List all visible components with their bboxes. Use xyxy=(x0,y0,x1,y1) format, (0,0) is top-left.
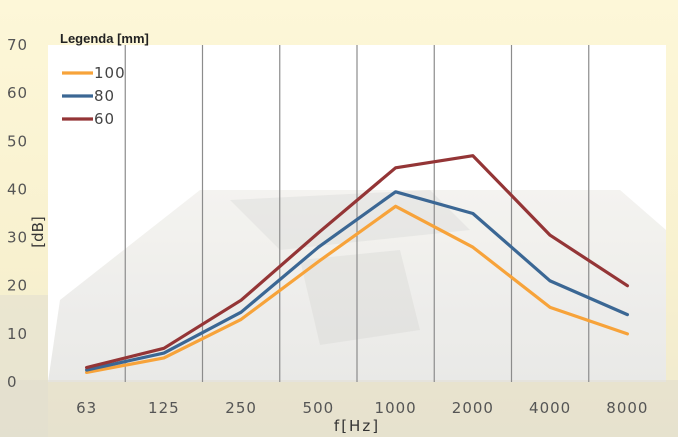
x-axis-title: f[Hz] xyxy=(334,417,380,435)
x-tick-label: 250 xyxy=(225,399,257,417)
y-tick-label: 60 xyxy=(7,84,28,102)
y-tick-label: 20 xyxy=(7,277,28,295)
y-axis-title: [dB] xyxy=(29,216,47,248)
y-tick-label: 70 xyxy=(7,36,28,54)
y-tick-label: 50 xyxy=(7,132,28,150)
x-tick-label: 4000 xyxy=(529,399,571,417)
series-line-60 xyxy=(84,154,630,370)
x-tick-label: 125 xyxy=(148,399,180,417)
y-axis: 0 10 20 30 40 50 60 70 xyxy=(7,36,28,391)
y-tick-label: 0 xyxy=(7,373,18,391)
x-tick-label: 2000 xyxy=(452,399,494,417)
legend-title: Legenda [mm] xyxy=(60,31,149,46)
legend: Legenda [mm] 100 80 60 xyxy=(60,31,149,128)
x-tick-label: 1000 xyxy=(375,399,417,417)
series-line-100 xyxy=(84,204,630,374)
x-tick-label: 8000 xyxy=(606,399,648,417)
series-line-80 xyxy=(84,190,630,372)
y-tick-label: 40 xyxy=(7,180,28,198)
y-tick-label: 10 xyxy=(7,325,28,343)
legend-label-80: 80 xyxy=(94,87,115,105)
legend-label-60: 60 xyxy=(94,110,115,128)
series xyxy=(84,154,630,374)
legend-label-100: 100 xyxy=(94,64,126,82)
x-tick-label: 63 xyxy=(76,399,97,417)
x-axis: 63 125 250 500 1000 2000 4000 8000 xyxy=(76,399,648,417)
x-tick-label: 500 xyxy=(303,399,335,417)
y-tick-label: 30 xyxy=(7,229,28,247)
